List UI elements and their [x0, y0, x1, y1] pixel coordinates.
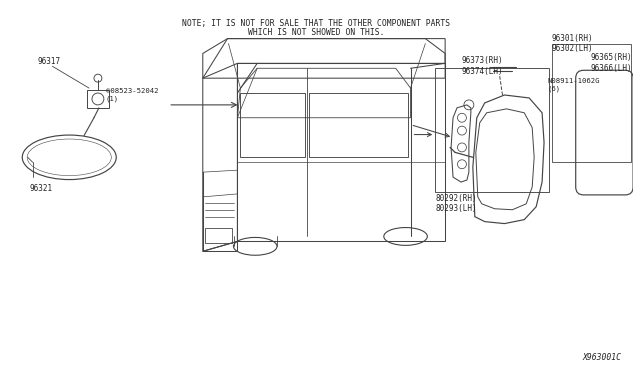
Text: 96317: 96317	[38, 57, 61, 66]
Text: 96373(RH)
96374(LH): 96373(RH) 96374(LH)	[462, 57, 504, 76]
Bar	[205, 228, 232, 243]
Text: X963001C: X963001C	[582, 353, 621, 362]
Bar	[87, 90, 109, 108]
Text: 80292(RH)
80293(LH): 80292(RH) 80293(LH)	[435, 194, 477, 213]
Bar	[552, 44, 631, 162]
Text: ©08523-52042
(1): ©08523-52042 (1)	[106, 88, 158, 102]
Text: N08911-1062G
(6): N08911-1062G (6)	[547, 78, 600, 92]
Text: WHICH IS NOT SHOWED ON THIS.: WHICH IS NOT SHOWED ON THIS.	[248, 28, 385, 37]
Text: 96301(RH)
96302(LH): 96301(RH) 96302(LH)	[552, 33, 593, 53]
Text: 96365(RH)
96366(LH): 96365(RH) 96366(LH)	[591, 54, 632, 73]
Bar	[435, 68, 549, 192]
Text: 96321: 96321	[29, 184, 53, 193]
Text: NOTE; IT IS NOT FOR SALE THAT THE OTHER COMPONENT PARTS: NOTE; IT IS NOT FOR SALE THAT THE OTHER …	[182, 19, 451, 28]
